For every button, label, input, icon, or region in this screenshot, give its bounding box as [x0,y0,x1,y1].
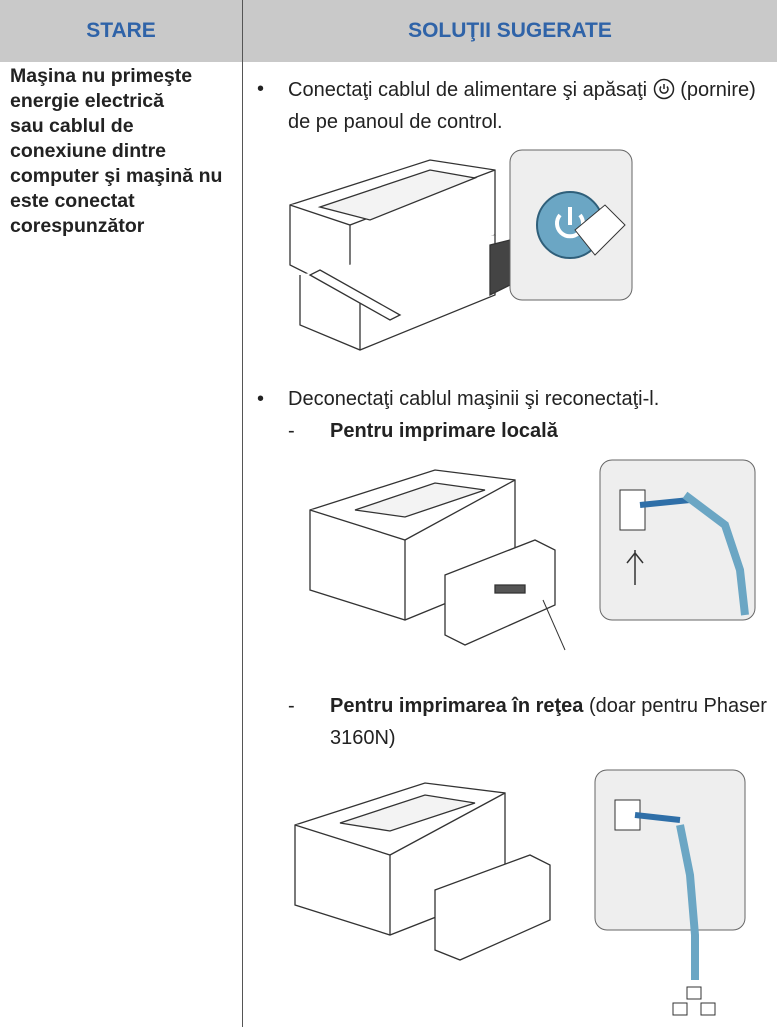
status-text: Maşina nu primeşte energie electrică [10,65,193,112]
column-header: SOLUŢII SUGERATE [243,0,777,62]
column-divider [242,0,243,1027]
subitem-note: (doar pentru Phaser 3160N) [330,695,767,749]
power-icon [653,78,674,100]
solution-text: Conectaţi cablul de alimentare şi apăsaţ… [288,74,758,138]
status-cell: Maşina nu primeşte energie electrică sau… [10,64,232,239]
bullet: • [257,388,265,410]
usb-connection-illustration [295,455,765,655]
dash: - [288,695,295,717]
solution-text-after: (pornire) de pe panoul de control. [288,79,756,133]
status-text: sau cablul de conexiune dintre computer … [10,115,223,237]
subitem-label: Pentru imprimare locală [330,420,558,442]
network-connection-illustration [285,765,765,1023]
column-header: STARE [0,0,242,62]
printer-power-illustration [280,145,640,357]
dash: - [288,420,295,442]
solution-text: Deconectaţi cablul maşinii şi reconectaţ… [288,388,660,410]
subitem-label: Pentru imprimarea în reţea [330,695,584,717]
solution-text-before: Conectaţi cablul de alimentare şi apăsaţ… [288,79,648,101]
bullet: • [257,78,265,100]
subitem-text: Pentru imprimarea în reţea (doar pentru … [330,690,775,754]
